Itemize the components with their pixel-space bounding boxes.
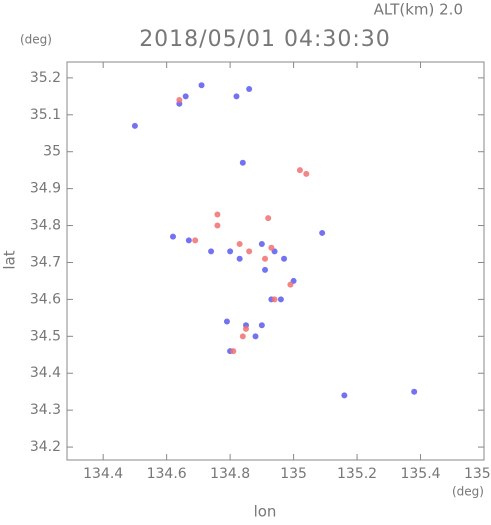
echo-point (246, 85, 253, 92)
echo-point (287, 281, 294, 288)
echo-point (319, 229, 326, 236)
echo-point (230, 348, 237, 355)
echo-point (252, 333, 259, 340)
x-tick-label: 135.4 (400, 466, 440, 482)
x-axis-label: lon (254, 503, 277, 521)
echo-point (214, 211, 221, 218)
echo-point (341, 392, 348, 399)
x-tick-label: 135 (280, 466, 307, 482)
echo-point (227, 248, 234, 255)
echo-point (246, 248, 253, 255)
y-tick-label: 34.4 (30, 365, 61, 381)
echo-point (242, 325, 249, 332)
echo-point (268, 244, 275, 251)
y-unit: (deg) (20, 33, 52, 47)
echo-point (192, 237, 199, 244)
echo-point (131, 122, 138, 129)
echo-point (182, 93, 189, 100)
echo-point (236, 241, 243, 248)
echo-point (169, 233, 176, 240)
x-tick-label: 134.8 (210, 466, 250, 482)
echo-point (223, 318, 230, 325)
echo-point (262, 255, 269, 262)
echo-point (411, 388, 418, 395)
altitude-label: ALT(km) 2.0 (374, 1, 463, 19)
echo-point (176, 97, 183, 104)
y-tick-label: 34.7 (30, 254, 61, 270)
y-tick-label: 34.9 (30, 181, 61, 197)
y-tick-label: 34.2 (30, 439, 61, 455)
y-tick-label: 34.8 (30, 218, 61, 234)
echo-point (258, 322, 265, 329)
echo-point (265, 215, 272, 222)
echo-point (185, 237, 192, 244)
y-tick-label: 35.2 (30, 70, 61, 86)
echo-point (281, 255, 288, 262)
echo-point (236, 255, 243, 262)
echo-point (239, 333, 246, 340)
x-unit: (deg) (452, 485, 484, 499)
echo-point (277, 296, 284, 303)
y-tick-label: 34.5 (30, 328, 61, 344)
echo-point (296, 167, 303, 174)
echo-point (258, 241, 265, 248)
y-tick-label: 35.1 (30, 107, 61, 123)
echo-point (303, 170, 310, 177)
echo-point (239, 159, 246, 166)
echo-point (214, 222, 221, 229)
x-tick-label: 134.4 (83, 466, 123, 482)
echo-point (262, 266, 269, 273)
plot-frame (66, 61, 485, 461)
echo-point (198, 82, 205, 89)
x-tick-label: 135.2 (337, 466, 377, 482)
echo-point (233, 93, 240, 100)
chart-title: 2018/05/01 04:30:30 (139, 27, 391, 52)
y-tick-label: 34.3 (30, 402, 61, 418)
echo-point (271, 296, 278, 303)
x-tick-label: 134.6 (147, 466, 187, 482)
y-axis-label: lat (1, 250, 19, 269)
y-tick-label: 35 (43, 144, 61, 160)
echo-point (208, 248, 215, 255)
x-tick-label: 135.6 (464, 466, 491, 482)
y-tick-label: 34.6 (30, 291, 61, 307)
